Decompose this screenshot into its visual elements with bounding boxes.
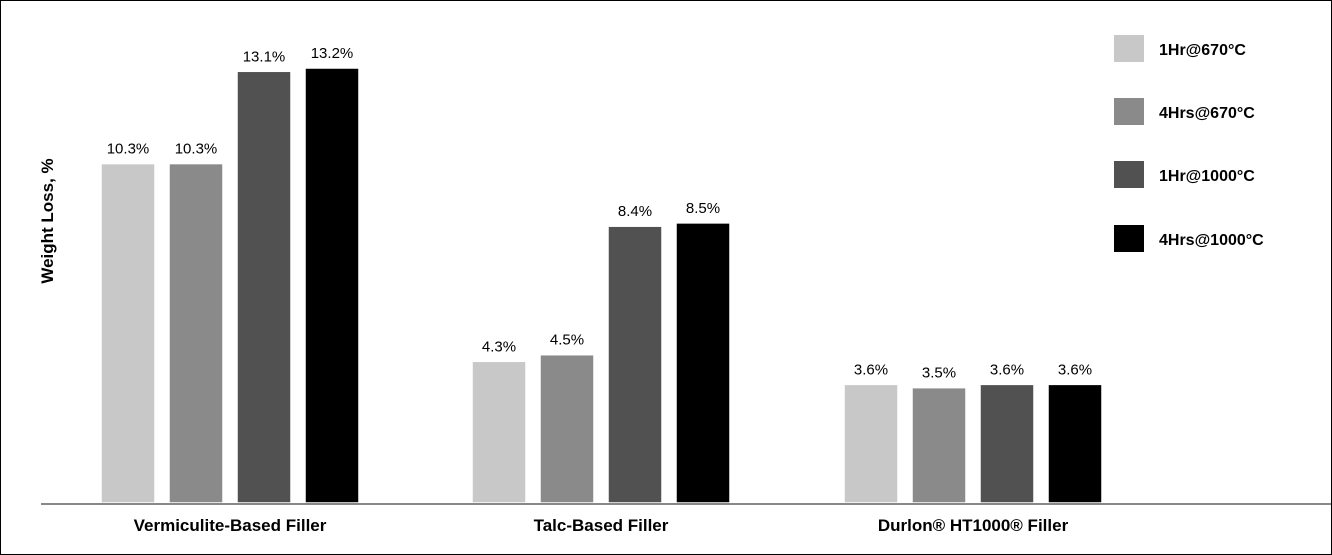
data-label-1-1: 4.5%: [550, 332, 584, 349]
data-label-2-0: 3.6%: [854, 361, 888, 378]
legend-label-0: 1Hr@670°C: [1159, 42, 1246, 59]
data-label-0-1: 10.3%: [175, 141, 218, 158]
category-label-1: Talc-Based Filler: [534, 516, 669, 535]
legend-swatch-1: [1114, 98, 1144, 125]
legend-label-3: 4Hrs@1000°C: [1159, 232, 1264, 249]
bar-1-3: [675, 222, 731, 504]
legend-swatch-0: [1114, 35, 1144, 62]
legend-label-2: 1Hr@1000°C: [1159, 168, 1255, 185]
bar-0-3: [304, 67, 360, 504]
bars-layer: 10.3% 10.3% 13.1% 13.2% 4.3% 4.5% 8.4% 8.5% 3.6%…: [100, 45, 1103, 504]
data-label-0-0: 10.3%: [107, 141, 150, 158]
legend: 1Hr@670°C 4Hrs@670°C 1Hr@1000°C 4Hrs@1000°C: [1114, 35, 1264, 252]
data-label-2-3: 3.6%: [1058, 361, 1092, 378]
category-label-2: Durlon® HT1000® Filler: [878, 516, 1069, 535]
category-labels: Vermiculite-Based Filler Talc-Based Fille…: [134, 516, 1069, 535]
data-label-1-2: 8.4%: [618, 203, 652, 220]
data-label-0-2: 13.1%: [243, 48, 286, 65]
bar-2-2: [979, 383, 1035, 504]
legend-swatch-3: [1114, 225, 1144, 252]
data-label-2-1: 3.5%: [922, 365, 956, 382]
bar-0-0: [100, 162, 156, 504]
y-axis-label: Weight Loss, %: [38, 158, 57, 283]
data-label-1-0: 4.3%: [482, 338, 516, 355]
bar-0-2: [236, 70, 292, 504]
category-label-0: Vermiculite-Based Filler: [134, 516, 327, 535]
bar-1-1: [539, 353, 595, 504]
bar-1-0: [471, 360, 527, 504]
bar-2-3: [1047, 383, 1103, 504]
data-label-1-3: 8.5%: [686, 200, 720, 217]
data-label-2-2: 3.6%: [990, 361, 1024, 378]
legend-swatch-2: [1114, 161, 1144, 188]
data-label-0-3: 13.2%: [311, 45, 354, 62]
bar-1-2: [607, 225, 663, 504]
bar-2-1: [911, 386, 967, 504]
bar-0-1: [168, 162, 224, 504]
legend-label-1: 4Hrs@670°C: [1159, 105, 1255, 122]
bar-2-0: [843, 383, 899, 504]
